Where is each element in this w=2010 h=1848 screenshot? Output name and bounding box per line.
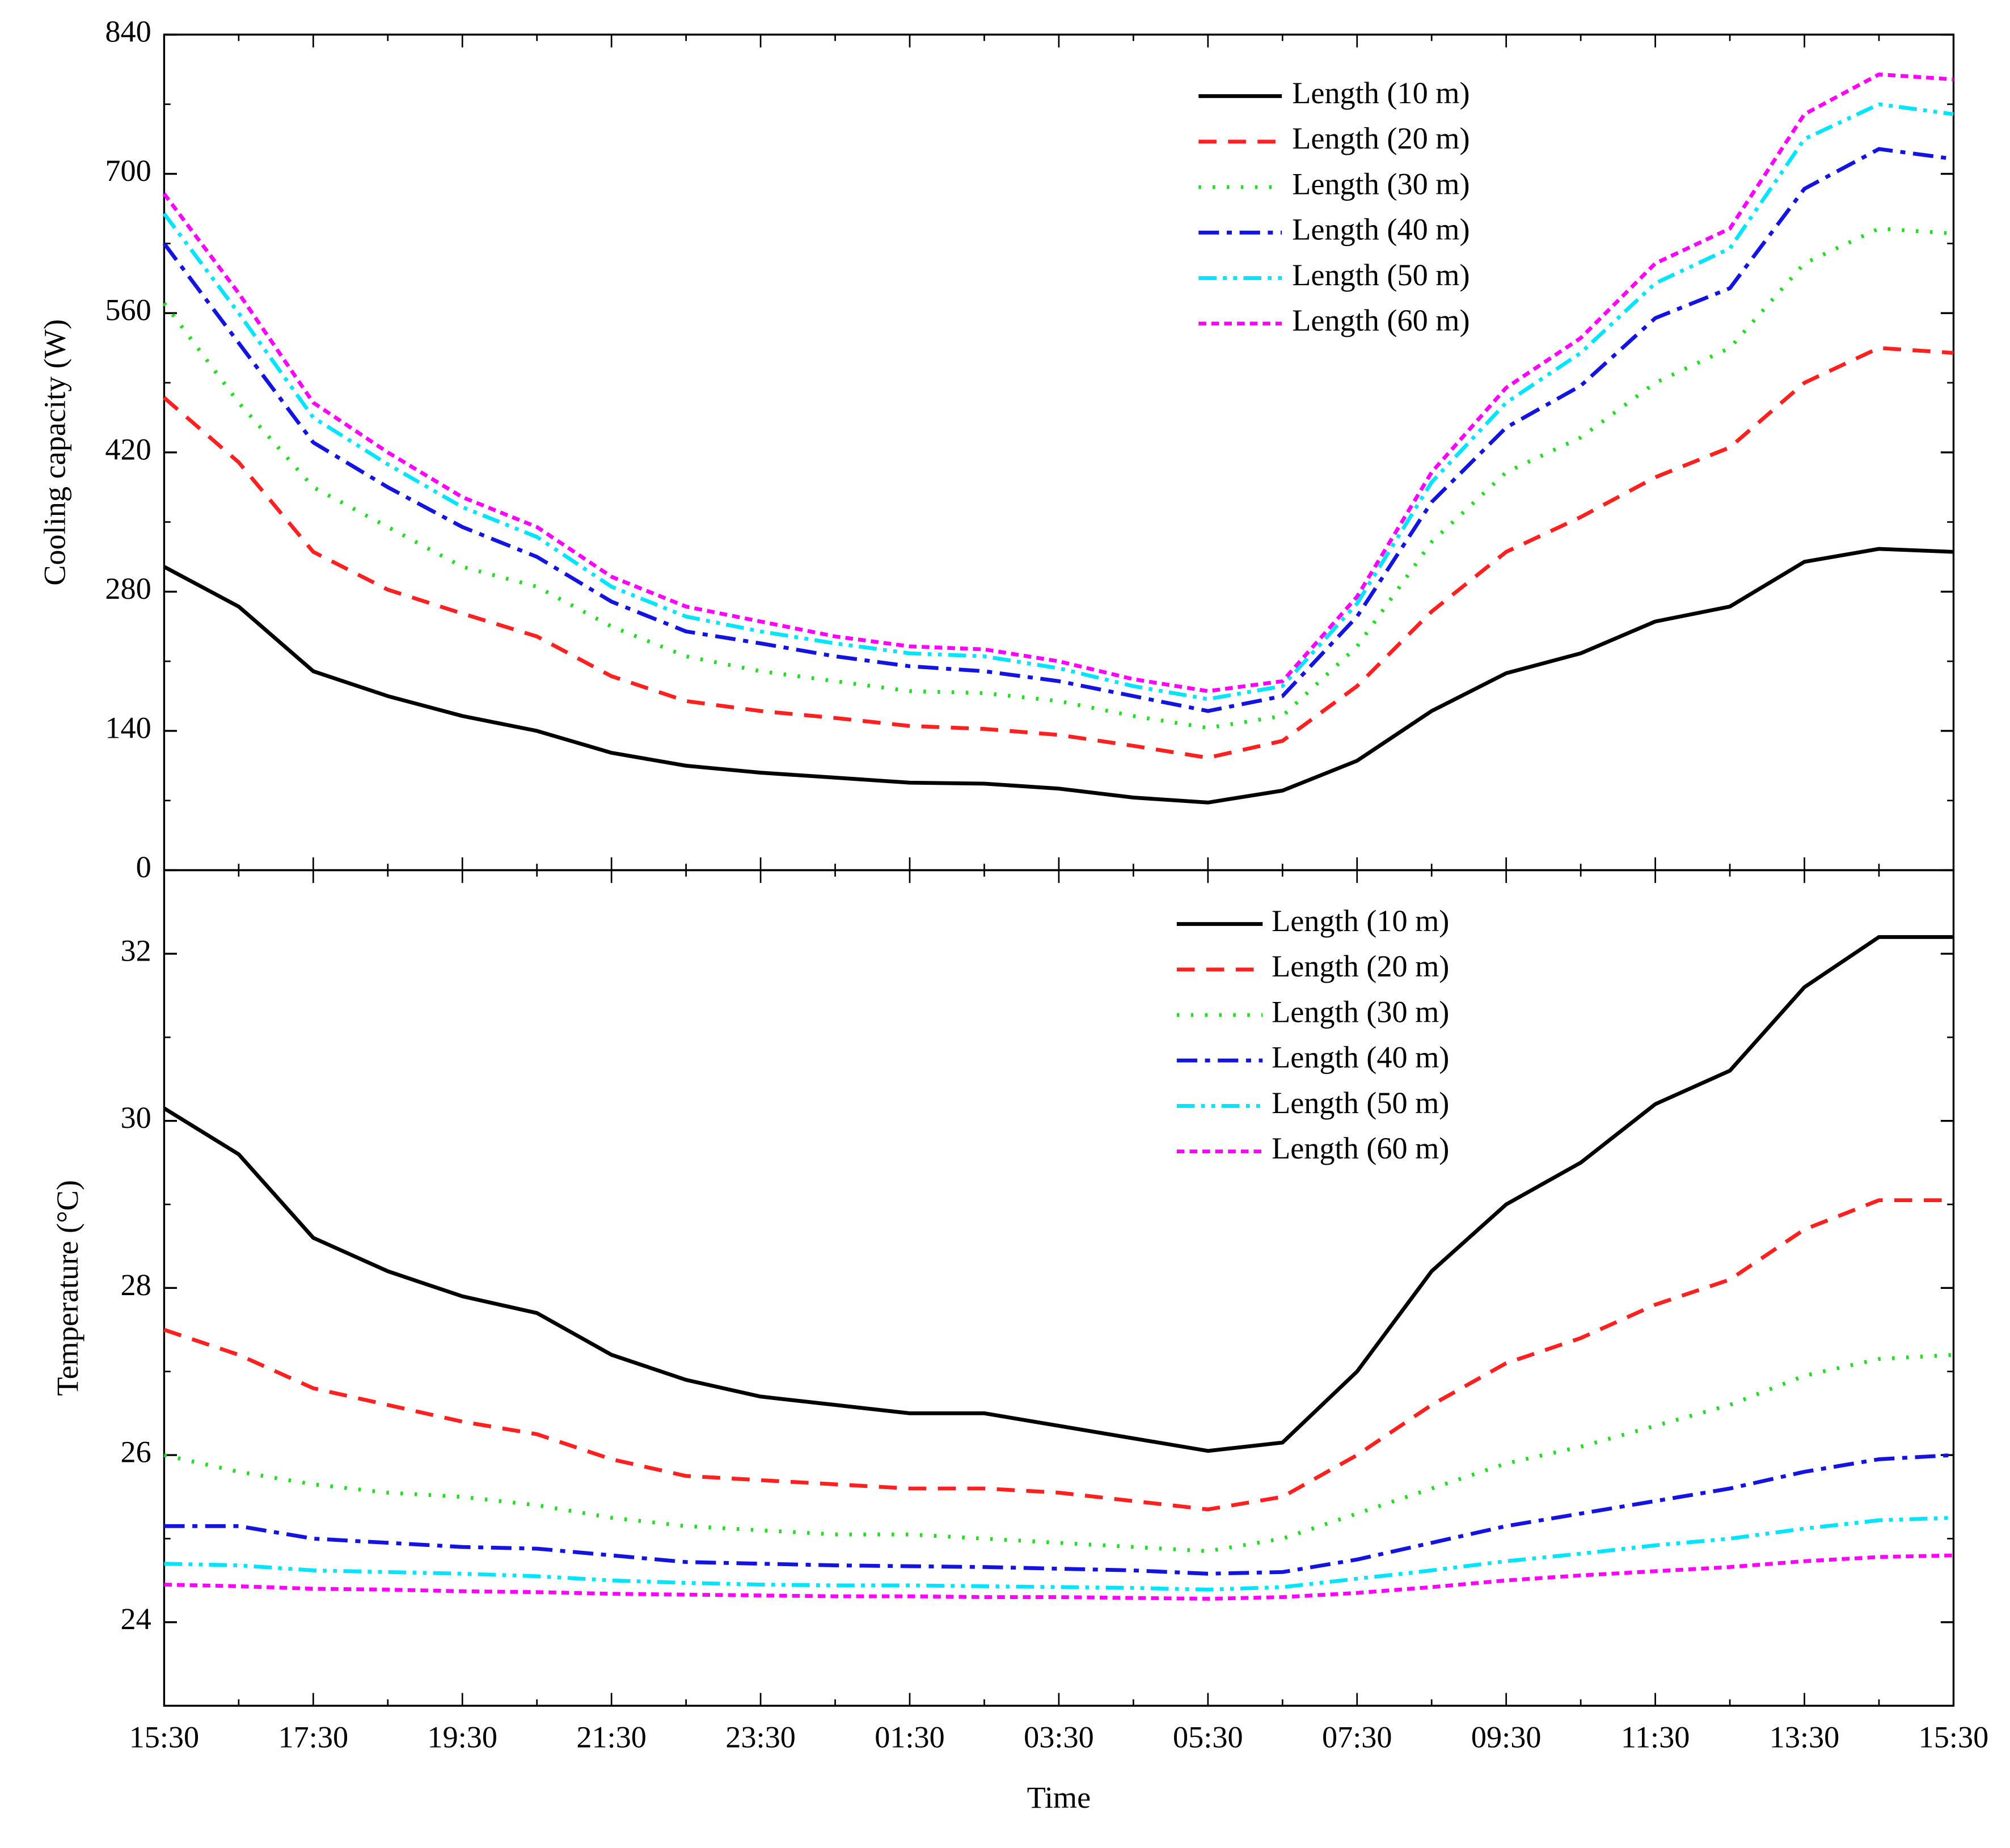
- x-tick-label: 23:30: [725, 1720, 796, 1754]
- x-tick-label: 19:30: [427, 1720, 497, 1754]
- series-line: [164, 1453, 1954, 1576]
- series-line: [162, 72, 1954, 693]
- y-tick-label: 140: [105, 711, 151, 745]
- series-line: [162, 147, 1954, 713]
- series-line: [163, 935, 1954, 1453]
- x-tick-label: 17:30: [278, 1720, 349, 1754]
- legend-label: Length (10 m): [1272, 904, 1449, 938]
- y-tick-label: 840: [105, 14, 151, 48]
- series-line: [164, 1516, 1954, 1592]
- x-tick-label: 13:30: [1770, 1720, 1840, 1754]
- x-tick-label: 15:30: [1919, 1720, 1989, 1754]
- x-tick-label: 07:30: [1322, 1720, 1392, 1754]
- y-tick-label: 420: [105, 432, 151, 466]
- series-line: [164, 1553, 1954, 1601]
- series-line: [163, 547, 1954, 805]
- legend-label: Length (50 m): [1272, 1086, 1449, 1120]
- y-tick-label: 26: [121, 1435, 151, 1469]
- legend-label: Length (30 m): [1292, 167, 1470, 201]
- plot-frame: [163, 33, 1955, 872]
- x-tick-label: 11:30: [1621, 1720, 1690, 1754]
- legend-label: Length (40 m): [1272, 1041, 1449, 1075]
- x-tick-label: 03:30: [1024, 1720, 1094, 1754]
- y-tick-label: 280: [105, 572, 151, 606]
- x-tick-label: 05:30: [1173, 1720, 1243, 1754]
- y-axis-label: Cooling capacity (W): [37, 319, 71, 586]
- x-axis-label: Time: [1027, 1781, 1091, 1815]
- legend-label: Length (20 m): [1272, 949, 1449, 983]
- x-tick-label: 09:30: [1471, 1720, 1542, 1754]
- legend-label: Length (40 m): [1292, 213, 1470, 247]
- legend-label: Length (60 m): [1292, 303, 1470, 337]
- legend-label: Length (60 m): [1272, 1131, 1449, 1165]
- x-tick-label: 01:30: [875, 1720, 945, 1754]
- legend-label: Length (50 m): [1292, 258, 1470, 292]
- x-tick-label: 21:30: [576, 1720, 647, 1754]
- series-line: [163, 1352, 1954, 1553]
- series-line: [162, 102, 1954, 701]
- legend-label: Length (10 m): [1292, 76, 1470, 110]
- y-tick-label: 24: [121, 1602, 151, 1636]
- series-line: [163, 346, 1954, 760]
- legend-label: Length (20 m): [1292, 121, 1470, 155]
- y-tick-label: 32: [121, 933, 151, 967]
- y-axis-label: Temperature (°C): [50, 1180, 85, 1396]
- x-tick-label: 15:30: [129, 1720, 200, 1754]
- series-line: [163, 1198, 1954, 1512]
- legend-label: Length (30 m): [1272, 995, 1449, 1029]
- y-tick-label: 28: [121, 1268, 151, 1302]
- y-tick-label: 560: [105, 293, 151, 327]
- y-tick-label: 700: [105, 154, 151, 188]
- y-tick-label: 30: [121, 1101, 151, 1135]
- y-tick-label: 0: [136, 850, 151, 884]
